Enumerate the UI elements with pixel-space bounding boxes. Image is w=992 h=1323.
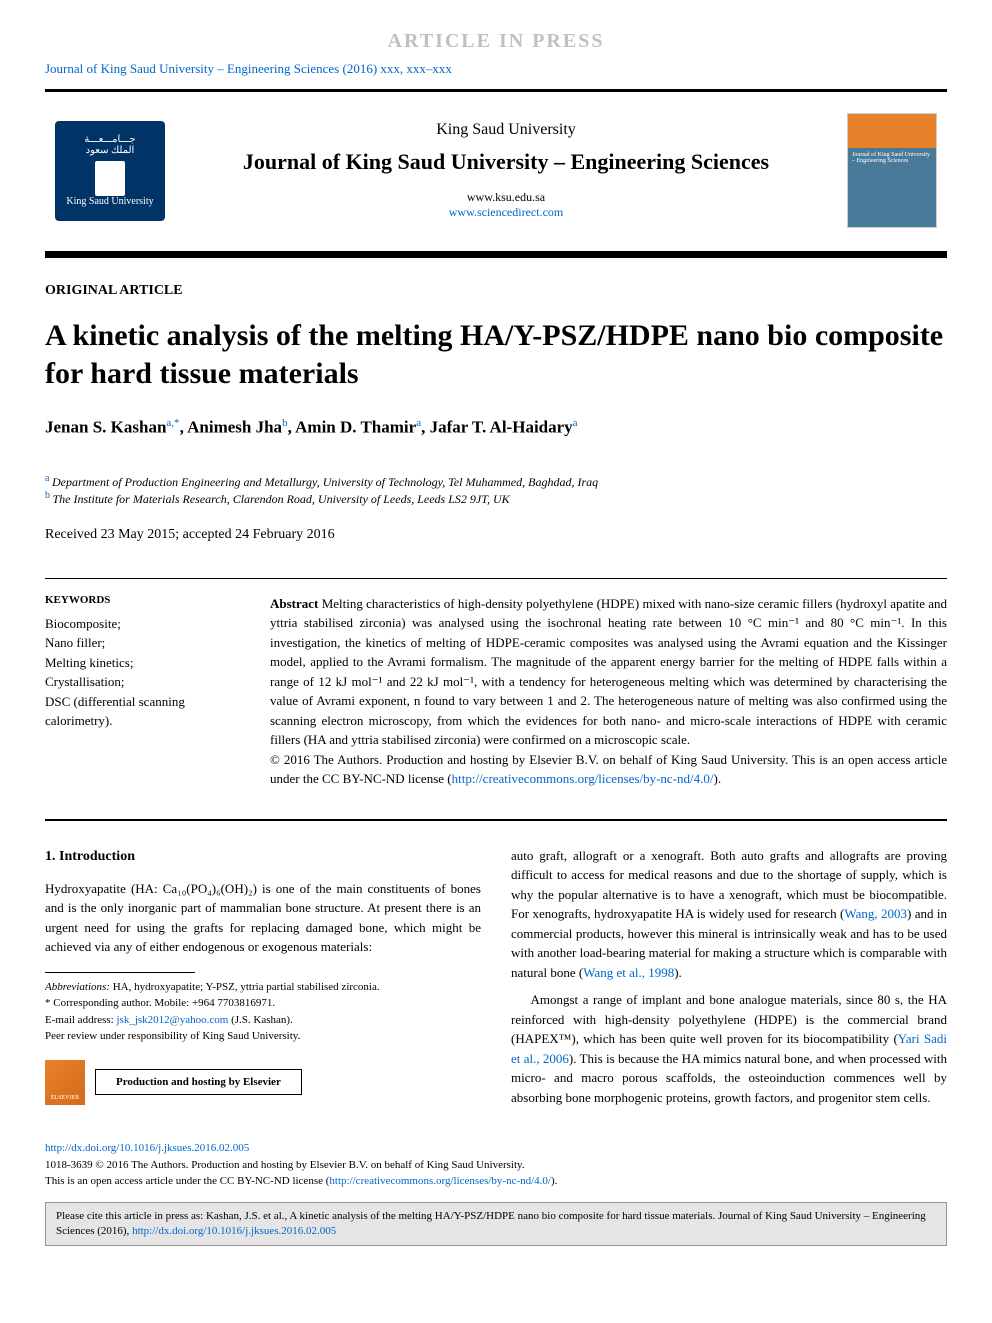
article-in-press: ARTICLE IN PRESS	[45, 30, 947, 53]
keywords-block: KEYWORDS Biocomposite; Nano filler; Melt…	[45, 594, 235, 789]
footer-block: http://dx.doi.org/10.1016/j.jksues.2016.…	[45, 1140, 947, 1190]
cc-link[interactable]: http://creativecommons.org/licenses/by-n…	[452, 771, 714, 786]
author-1-sup: a,*	[166, 417, 179, 429]
oa-line: This is an open access article under the…	[45, 1175, 329, 1187]
abstract-text: Melting characteristics of high-density …	[270, 596, 947, 748]
article-type: ORIGINAL ARTICLE	[45, 283, 947, 299]
article-title: A kinetic analysis of the melting HA/Y-P…	[45, 317, 947, 392]
affil-b: The Institute for Materials Research, Cl…	[53, 492, 510, 506]
corresponding-author: * Corresponding author. Mobile: +964 770…	[45, 995, 481, 1012]
abbrev-label: Abbreviations:	[45, 981, 110, 993]
keywords-list: Biocomposite; Nano filler; Melting kinet…	[45, 614, 235, 731]
affiliations: a Department of Production Engineering a…	[45, 473, 947, 507]
url-ksu: www.ksu.edu.sa	[185, 190, 827, 205]
author-1: Jenan S. Kashan	[45, 418, 166, 437]
column-right: auto graft, allograft or a xenograft. Bo…	[511, 846, 947, 1116]
journal-reference: Journal of King Saud University – Engine…	[45, 61, 947, 77]
intro-p1: Hydroxyapatite (HA: Ca₁₀(PO₄)₆(OH)₂) is …	[45, 879, 481, 957]
email-label: E-mail address:	[45, 1014, 116, 1026]
affil-a-sup: a	[45, 473, 52, 484]
column-left: 1. Introduction Hydroxyapatite (HA: Ca₁₀…	[45, 846, 481, 1116]
ksu-logo: جـــامـــعـــة الملك سعود King Saud Univ…	[55, 121, 165, 221]
journal-title: Journal of King Saud University – Engine…	[185, 149, 827, 175]
cover-bottom: Journal of King Saud University – Engine…	[848, 148, 936, 227]
footnote-rule	[45, 972, 195, 973]
ref-wang-1998[interactable]: Wang et al., 1998	[583, 965, 674, 980]
cite-doi-link[interactable]: http://dx.doi.org/10.1016/j.jksues.2016.…	[132, 1225, 336, 1237]
section-1-heading: 1. Introduction	[45, 846, 481, 867]
logo-english: King Saud University	[66, 196, 153, 207]
keywords-heading: KEYWORDS	[45, 594, 235, 606]
peer-review-note: Peer review under responsibility of King…	[45, 1028, 481, 1045]
email-link[interactable]: jsk_jsk2012@yahoo.com	[116, 1014, 228, 1026]
dates-line: Received 23 May 2015; accepted 24 Februa…	[45, 527, 947, 543]
divider	[45, 578, 947, 579]
author-4-sup: a	[573, 417, 578, 429]
body-columns: 1. Introduction Hydroxyapatite (HA: Ca₁₀…	[45, 846, 947, 1116]
divider-thick	[45, 251, 947, 258]
author-3: Amin D. Thamir	[295, 418, 416, 437]
divider	[45, 819, 947, 821]
shield-icon	[95, 161, 125, 196]
citation-box: Please cite this article in press as: Ka…	[45, 1202, 947, 1247]
authors-line: Jenan S. Kashana,*, Animesh Jhab, Amin D…	[45, 417, 947, 438]
footnotes-block: Abbreviations: HA, hydroxyapatite; Y-PSZ…	[45, 972, 481, 1045]
logo-arabic-1: جـــامـــعـــة	[84, 134, 135, 145]
affil-a: Department of Production Engineering and…	[52, 475, 598, 489]
author-4: Jafar T. Al-Haidary	[430, 418, 573, 437]
university-name: King Saud University	[185, 121, 827, 139]
abstract-label: Abstract	[270, 596, 318, 611]
cover-top	[848, 114, 936, 148]
elsevier-logo-icon: ELSEVIER	[45, 1060, 85, 1105]
abstract-block: Abstract Melting characteristics of high…	[270, 594, 947, 789]
production-hosting-text: Production and hosting by Elsevier	[95, 1069, 302, 1096]
author-2: Animesh Jha	[187, 418, 282, 437]
ref-wang-2003[interactable]: Wang, 2003	[844, 906, 907, 921]
author-2-sup: b	[282, 417, 288, 429]
cc-link-footer[interactable]: http://creativecommons.org/licenses/by-n…	[329, 1175, 551, 1187]
affil-b-sup: b	[45, 490, 53, 501]
email-suffix: (J.S. Kashan).	[228, 1014, 292, 1026]
author-3-sup: a	[416, 417, 421, 429]
page-root: ARTICLE IN PRESS Journal of King Saud Un…	[0, 0, 992, 1276]
abbrev-text: HA, hydroxyapatite; Y-PSZ, yttria partia…	[110, 981, 380, 993]
divider	[45, 89, 947, 92]
col2-p1: auto graft, allograft or a xenograft. Bo…	[511, 846, 947, 983]
production-hosting-box: ELSEVIER Production and hosting by Elsev…	[45, 1060, 481, 1105]
col2-p2: Amongst a range of implant and bone anal…	[511, 990, 947, 1107]
logo-arabic-2: الملك سعود	[86, 145, 135, 156]
header-band: جـــامـــعـــة الملك سعود King Saud Univ…	[45, 98, 947, 243]
doi-link[interactable]: http://dx.doi.org/10.1016/j.jksues.2016.…	[45, 1142, 249, 1154]
journal-cover-thumb: Journal of King Saud University – Engine…	[847, 113, 937, 228]
issn-line: 1018-3639 © 2016 The Authors. Production…	[45, 1157, 947, 1174]
header-center: King Saud University Journal of King Sau…	[185, 121, 827, 220]
url-sciencedirect[interactable]: www.sciencedirect.com	[185, 205, 827, 220]
keywords-abstract-row: KEYWORDS Biocomposite; Nano filler; Melt…	[45, 594, 947, 789]
abstract-close: ).	[713, 771, 721, 786]
